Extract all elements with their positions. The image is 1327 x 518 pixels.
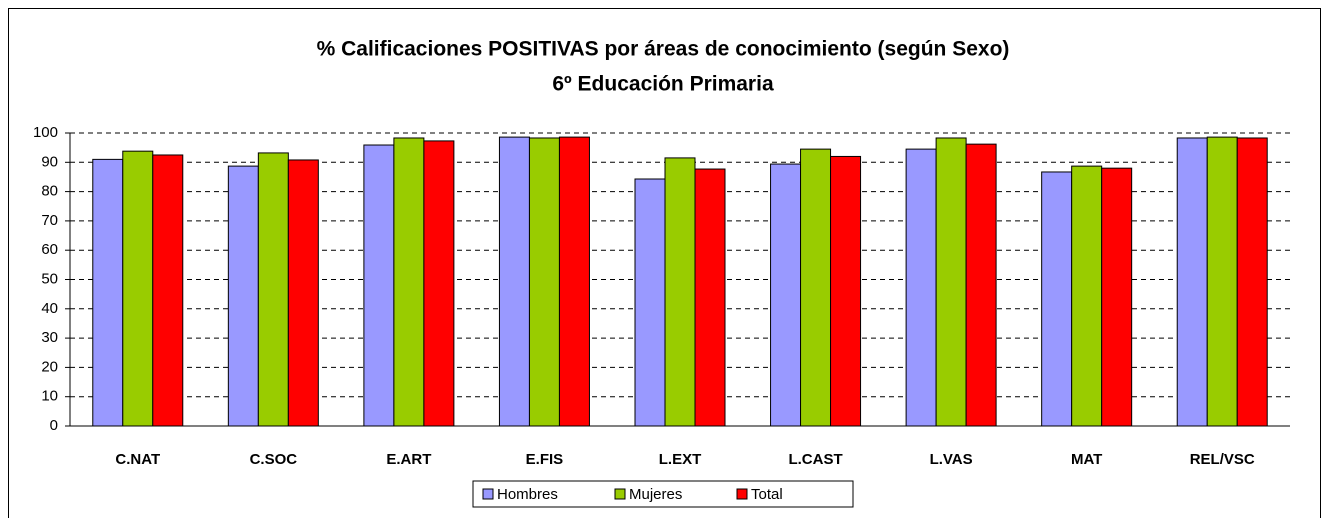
y-tick-label: 60: [41, 241, 58, 258]
x-tick-label: L.VAS: [930, 451, 973, 468]
bar: [92, 158, 124, 427]
y-tick-label: 70: [41, 212, 58, 229]
bar: [287, 159, 319, 427]
bar: [1236, 137, 1268, 427]
legend-swatch: [482, 488, 494, 500]
bar: [393, 137, 425, 427]
chart-subtitle: 6º Educación Primaria: [552, 73, 774, 96]
bar: [664, 157, 696, 427]
bar: [122, 150, 154, 427]
bar: [1176, 137, 1208, 427]
bar: [363, 144, 395, 427]
bar: [227, 165, 259, 427]
bar: [257, 152, 289, 427]
bar: [634, 178, 666, 427]
x-tick-label: C.SOC: [250, 451, 298, 468]
bar: [935, 137, 967, 427]
x-tick-label: MAT: [1071, 451, 1102, 468]
y-tick-label: 20: [41, 358, 58, 375]
y-tick-label: 30: [41, 329, 58, 346]
x-tick-label: L.EXT: [659, 451, 702, 468]
bar: [905, 148, 937, 427]
legend-box: [472, 480, 854, 508]
x-tick-label: E.FIS: [526, 451, 564, 468]
chart-title: % Calificaciones POSITIVAS por áreas de …: [317, 38, 1010, 61]
bar: [528, 137, 560, 427]
bar: [1206, 136, 1238, 427]
bar: [800, 148, 832, 427]
bar: [830, 155, 862, 427]
bar: [694, 168, 726, 427]
bar: [498, 136, 530, 427]
y-tick-label: 90: [41, 153, 58, 170]
legend-swatch: [614, 488, 626, 500]
legend-label: Mujeres: [629, 486, 682, 503]
y-tick-label: 40: [41, 300, 58, 317]
x-tick-label: C.NAT: [115, 451, 160, 468]
bar: [558, 136, 590, 427]
bar: [1101, 167, 1133, 427]
y-tick-label: 80: [41, 183, 58, 200]
legend-label: Total: [751, 486, 783, 503]
bar: [965, 143, 997, 427]
y-tick-label: 50: [41, 270, 58, 287]
legend-swatch: [736, 488, 748, 500]
bar: [423, 140, 455, 427]
y-tick-label: 10: [41, 388, 58, 405]
x-tick-label: REL/VSC: [1190, 451, 1255, 468]
bar: [1041, 171, 1073, 427]
x-tick-label: L.CAST: [788, 451, 842, 468]
y-tick-label: 0: [50, 417, 58, 434]
legend-label: Hombres: [497, 486, 558, 503]
bar: [1071, 165, 1103, 427]
bar: [770, 163, 802, 427]
x-tick-label: E.ART: [386, 451, 431, 468]
bar: [152, 154, 184, 427]
y-tick-label: 100: [33, 124, 58, 141]
